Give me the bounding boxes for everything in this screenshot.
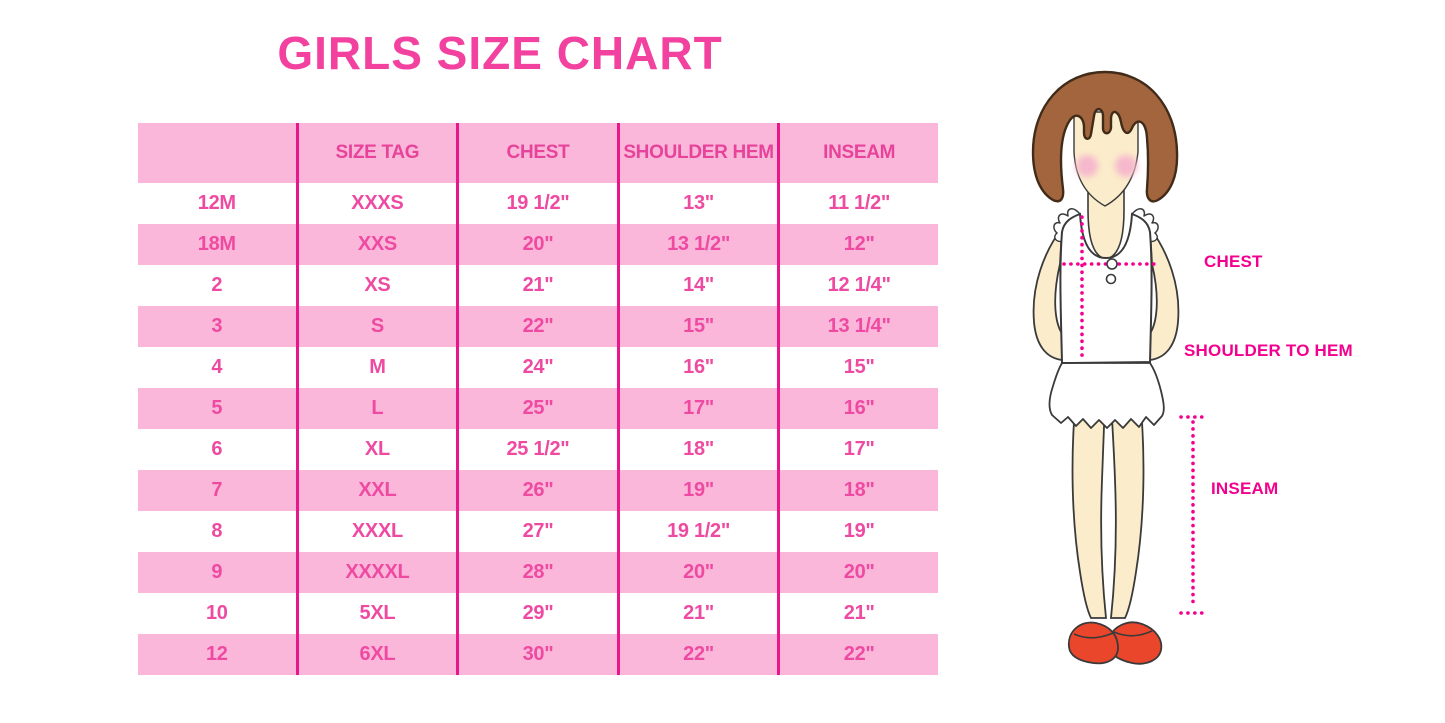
table-cell: 21" bbox=[616, 593, 778, 634]
table-cell: 15" bbox=[616, 306, 778, 347]
girl-illustration bbox=[1031, 70, 1206, 665]
column-header: SIZE TAG bbox=[295, 123, 457, 183]
column-header: CHEST bbox=[456, 123, 617, 183]
table-cell: 18M bbox=[197, 233, 236, 255]
table-cell: S bbox=[295, 306, 457, 347]
chest-label: CHEST bbox=[1204, 252, 1263, 271]
table-row: 9 XXXXL 28" 20" 20" bbox=[138, 552, 938, 593]
table-cell: 4 bbox=[211, 356, 223, 378]
table-row: 18M XXS 20" 13 1/2" 12" bbox=[138, 224, 938, 265]
table-row: 3 S 22" 15" 13 1/4" bbox=[138, 306, 938, 347]
table-cell: 9 bbox=[211, 561, 223, 583]
table-cell: 20" bbox=[616, 552, 778, 593]
table-cell: 3 bbox=[211, 315, 223, 337]
table-row: 5 L 25" 17" 16" bbox=[138, 388, 938, 429]
table-row: 4 M 24" 16" 15" bbox=[138, 347, 938, 388]
table-cell: L bbox=[295, 388, 457, 429]
table-cell: 18" bbox=[777, 470, 938, 511]
table-cell: 19" bbox=[777, 511, 938, 552]
girl-leg-left bbox=[1071, 393, 1107, 619]
table-cell: XXXS bbox=[295, 183, 457, 224]
table-cell: 13 1/2" bbox=[616, 224, 778, 265]
table-cell: 12" bbox=[777, 224, 938, 265]
table-cell: 27" bbox=[456, 511, 617, 552]
table-cell: 11 1/2" bbox=[777, 183, 938, 224]
table-cell: 16" bbox=[616, 347, 778, 388]
shoulder-to-hem-label: SHOULDER TO HEM bbox=[1184, 341, 1353, 360]
column-header: SHOULDER HEM bbox=[616, 123, 778, 183]
table-cell: 22" bbox=[456, 306, 617, 347]
table-cell: 13 1/4" bbox=[777, 306, 938, 347]
table-row: 10 5XL 29" 21" 21" bbox=[138, 593, 938, 634]
girl-arm-left bbox=[1032, 225, 1067, 361]
table-row: 12 6XL 30" 22" 22" bbox=[138, 634, 938, 675]
girl-blush-right bbox=[1115, 155, 1137, 177]
table-cell: 7 bbox=[211, 479, 223, 501]
table-row: 7 XXL 26" 19" 18" bbox=[138, 470, 938, 511]
girl-top-button-1 bbox=[1106, 258, 1118, 270]
table-cell: 25 1/2" bbox=[456, 429, 617, 470]
table-cell: 19 1/2" bbox=[616, 511, 778, 552]
table-cell: 20" bbox=[777, 552, 938, 593]
table-cell: 8 bbox=[211, 520, 223, 542]
table-cell: 29" bbox=[456, 593, 617, 634]
table-cell: XXXL bbox=[295, 511, 457, 552]
table-cell: 16" bbox=[777, 388, 938, 429]
table-cell: 6XL bbox=[295, 634, 457, 675]
table-cell: 21" bbox=[777, 593, 938, 634]
table-row: 6 XL 25 1/2" 18" 17" bbox=[138, 429, 938, 470]
girl-skirt bbox=[1048, 362, 1165, 429]
girl-hair bbox=[1031, 70, 1179, 203]
table-cell: XS bbox=[295, 265, 457, 306]
table-cell: 26" bbox=[456, 470, 617, 511]
table-cell: 13" bbox=[616, 183, 778, 224]
table-cell: 14" bbox=[616, 265, 778, 306]
table-cell: XXS bbox=[295, 224, 457, 265]
size-table: SIZE TAG CHEST SHOULDER HEM INSEAM 12M XXXS 19… bbox=[138, 123, 938, 675]
table-cell: 2 bbox=[211, 274, 223, 296]
girl-shoe-left-strap bbox=[1073, 632, 1114, 639]
column-header: INSEAM bbox=[777, 123, 938, 183]
girl-shoe-left bbox=[1068, 621, 1119, 665]
table-cell: 17" bbox=[777, 429, 938, 470]
table-cell: M bbox=[295, 347, 457, 388]
table-cell: 12 bbox=[205, 643, 228, 665]
table-row: 2 XS 21" 14" 12 1/4" bbox=[138, 265, 938, 306]
table-cell: 28" bbox=[456, 552, 617, 593]
table-cell: 21" bbox=[456, 265, 617, 306]
girl-shoe-right-strap bbox=[1113, 630, 1153, 637]
table-cell: 30" bbox=[456, 634, 617, 675]
page-title: GIRLS SIZE CHART bbox=[277, 27, 723, 79]
inseam-label: INSEAM bbox=[1211, 479, 1279, 498]
table-cell: 12M bbox=[197, 192, 236, 214]
table-cell: 12 1/4" bbox=[777, 265, 938, 306]
table-cell: 19" bbox=[616, 470, 778, 511]
table-cell: XL bbox=[295, 429, 457, 470]
table-cell: 22" bbox=[777, 634, 938, 675]
table-cell: 22" bbox=[616, 634, 778, 675]
girl-top-button-2 bbox=[1105, 273, 1117, 285]
table-row: 12M XXXS 19 1/2" 13" 11 1/2" bbox=[138, 183, 938, 224]
table-cell: 15" bbox=[777, 347, 938, 388]
table-cell: XXL bbox=[295, 470, 457, 511]
table-cell: 19 1/2" bbox=[456, 183, 617, 224]
table-cell: 24" bbox=[456, 347, 617, 388]
girl-blush-left bbox=[1076, 155, 1098, 177]
table-cell: 5 bbox=[211, 397, 223, 419]
table-header-row: SIZE TAG CHEST SHOULDER HEM INSEAM bbox=[138, 123, 938, 183]
table-cell: 17" bbox=[616, 388, 778, 429]
table-cell: 20" bbox=[456, 224, 617, 265]
table-row: 8 XXXL 27" 19 1/2" 19" bbox=[138, 511, 938, 552]
table-cell: 18" bbox=[616, 429, 778, 470]
table-cell: 5XL bbox=[295, 593, 457, 634]
girl-waistband bbox=[1061, 361, 1151, 364]
table-cell: 10 bbox=[205, 602, 228, 624]
table-cell: 6 bbox=[211, 438, 223, 460]
table-cell: 25" bbox=[456, 388, 617, 429]
girl-leg-right bbox=[1110, 393, 1145, 619]
girl-arm-right bbox=[1145, 225, 1180, 361]
column-header bbox=[138, 123, 296, 183]
table-cell: XXXXL bbox=[295, 552, 457, 593]
